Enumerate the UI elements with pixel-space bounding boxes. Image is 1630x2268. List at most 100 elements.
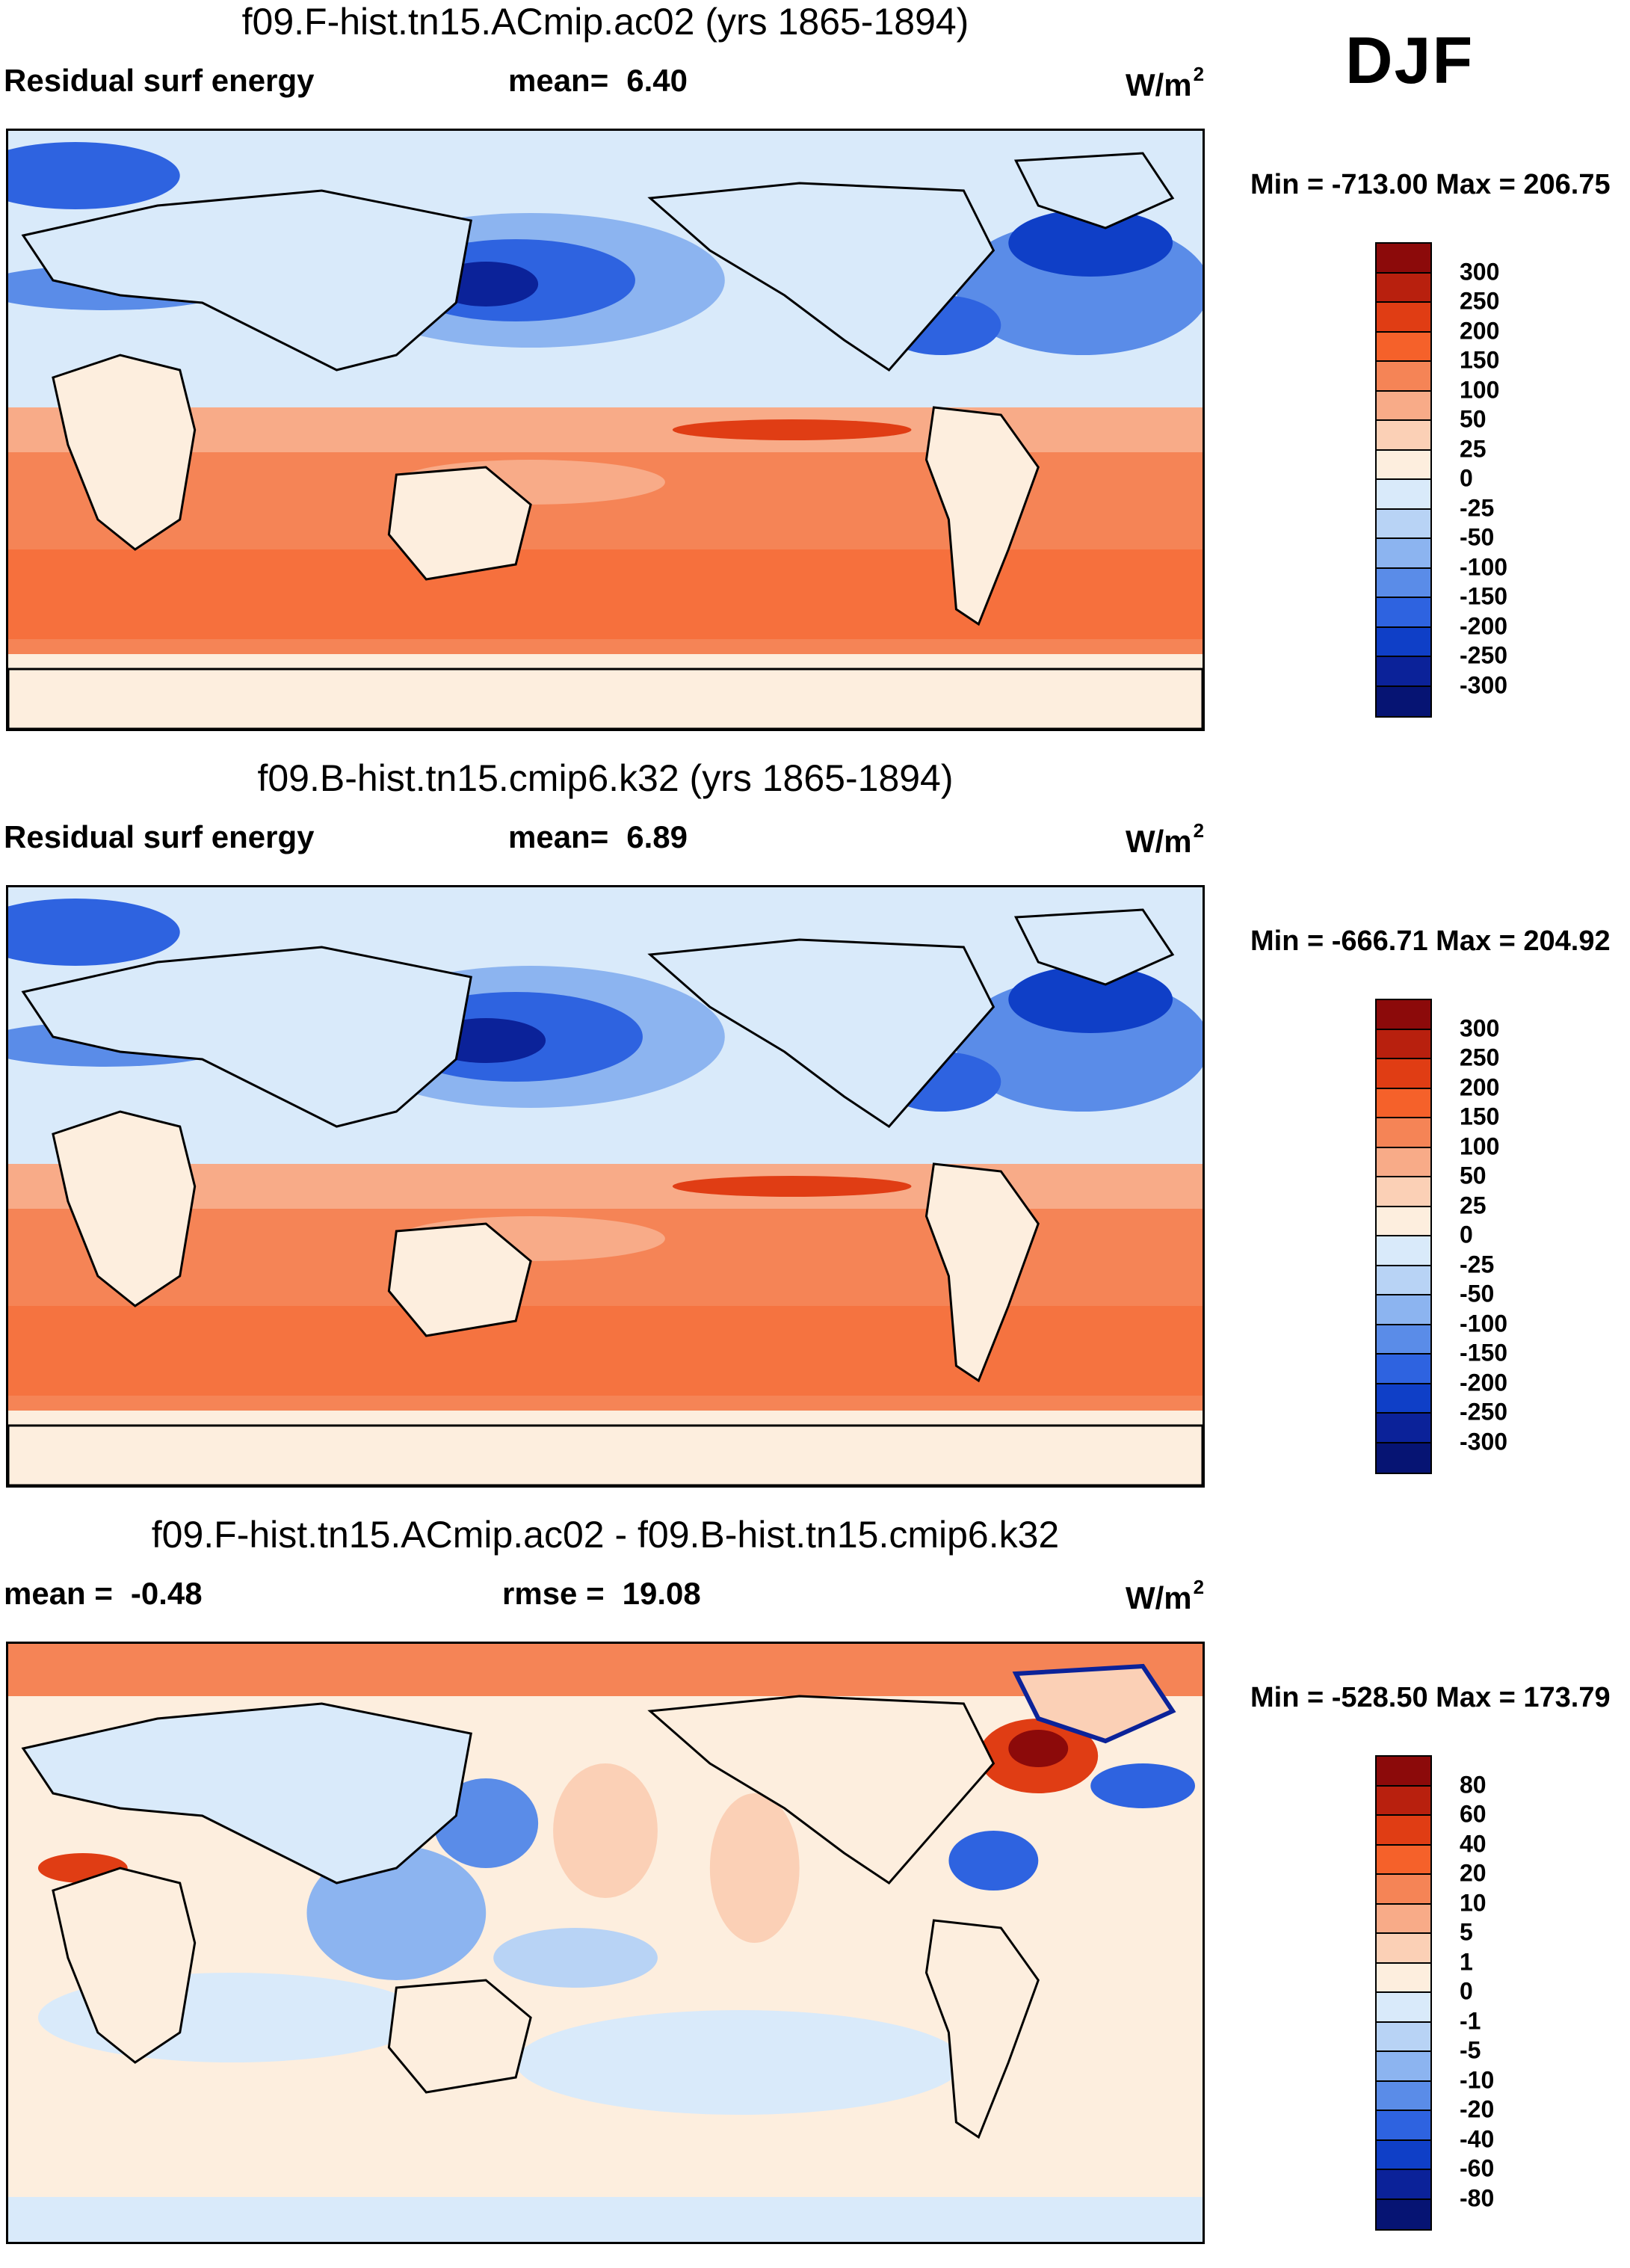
greenland-outline: [1013, 908, 1175, 986]
colorbar-tick-label: -5: [1460, 2036, 1481, 2064]
colorbar-labels: 80 60 40 20 10 5 1 0 -1 -5 -10 -20 -40 -60 -80: [1460, 1755, 1609, 2228]
rmse-label: rmse =: [502, 1576, 605, 1611]
colorbar-swatch: [1377, 1355, 1430, 1384]
colorbar: [1375, 242, 1432, 718]
colorbar-swatch: [1377, 1875, 1430, 1905]
colorbar-swatch: [1377, 2170, 1430, 2200]
min-max-readout: Min = -713.00 Max = 206.75: [1250, 169, 1611, 200]
colorbar-tick-label: 0: [1460, 1221, 1473, 1248]
colorbar-tick-label: -50: [1460, 523, 1495, 551]
mean-value: 6.89: [626, 819, 688, 854]
panel-model-2: f09.B-hist.tn15.cmip6.k32 (yrs 1865-1894…: [0, 756, 1630, 1512]
colorbar-swatch: [1377, 391, 1430, 421]
mean-label: mean =: [4, 1576, 113, 1611]
colorbar-tick-label: 300: [1460, 1014, 1500, 1041]
mean-label: mean=: [508, 63, 609, 98]
world-map: [6, 129, 1205, 731]
colorbar-swatch: [1377, 1414, 1430, 1443]
antarctica-outline: [8, 668, 1203, 729]
colorbar-tick-label: 25: [1460, 1192, 1487, 1218]
colorbar-swatch: [1377, 1118, 1430, 1148]
rmse-value: 19.08: [622, 1576, 701, 1611]
colorbar-swatch: [1377, 1443, 1430, 1473]
colorbar-tick-label: 50: [1460, 1162, 1487, 1189]
colorbar-swatch: [1377, 480, 1430, 510]
colorbar-tick-label: 150: [1460, 346, 1500, 374]
colorbar-tick-label: -250: [1460, 1398, 1508, 1426]
greenland-outline: [1012, 1663, 1176, 1744]
colorbar-swatch: [1377, 1904, 1430, 1934]
africa-outline: [52, 354, 197, 551]
units-exponent: 2: [1193, 1576, 1205, 1598]
colorbar-tick-label: 250: [1460, 1044, 1500, 1071]
colorbar-swatch: [1377, 568, 1430, 598]
colorbar-tick-label: -20: [1460, 2095, 1495, 2123]
colorbar-swatch: [1377, 421, 1430, 451]
colorbar-tick-label: 60: [1460, 1800, 1487, 1828]
mean-label: mean=: [508, 819, 609, 854]
colorbar-swatch: [1377, 1786, 1430, 1816]
units-text: W/m: [1126, 1580, 1192, 1615]
north-america-outline: [647, 938, 995, 1128]
colorbar-swatch: [1377, 1295, 1430, 1325]
colorbar-swatch: [1377, 2081, 1430, 2111]
colorbar-swatch: [1377, 1147, 1430, 1177]
map-field: [8, 131, 1203, 729]
colorbar-tick-label: -1: [1460, 2007, 1481, 2034]
north-america-outline: [647, 1695, 995, 1885]
colorbar-tick-label: 250: [1460, 287, 1500, 315]
colorbar-swatch: [1377, 2052, 1430, 2082]
map-field: [8, 1644, 1203, 2242]
colorbar-tick-label: -100: [1460, 1310, 1508, 1337]
colorbar-swatch: [1377, 1029, 1430, 1059]
colorbar: [1375, 999, 1432, 1474]
colorbar-labels: 300 250 200 150 100 50 25 0 -25 -50 -100 -150 -200 -2…: [1460, 242, 1609, 715]
colorbar-swatch: [1377, 1059, 1430, 1089]
colorbar-tick-label: -200: [1460, 1369, 1508, 1396]
eurasia-outline: [21, 1702, 472, 1885]
colorbar-swatch: [1377, 1816, 1430, 1846]
colorbar-swatch: [1377, 1207, 1430, 1236]
colorbar-swatch: [1377, 1934, 1430, 1964]
colorbar-labels: 300 250 200 150 100 50 25 0 -25 -50 -100 -150 -200 -2…: [1460, 999, 1609, 1471]
colorbar-tick-label: -60: [1460, 2154, 1495, 2182]
colorbar-swatch: [1377, 1000, 1430, 1030]
units-exponent: 2: [1193, 819, 1205, 842]
variable-label: Residual surf energy: [4, 819, 315, 854]
colorbar-swatch: [1377, 1177, 1430, 1207]
units-text: W/m: [1126, 67, 1192, 102]
eurasia-outline: [21, 189, 472, 372]
colorbar-swatch: [1377, 1088, 1430, 1118]
colorbar-swatch: [1377, 2199, 1430, 2229]
mean-stat: mean = -0.48: [4, 1576, 203, 1612]
colorbar-tick-label: 50: [1460, 405, 1487, 433]
panel-title: f09.F-hist.tn15.ACmip.ac02 (yrs 1865-189…: [241, 1, 969, 43]
africa-outline: [52, 1110, 197, 1307]
south-america-outline: [924, 406, 1040, 626]
colorbar-swatch: [1377, 2140, 1430, 2170]
colorbar-tick-label: 20: [1460, 1859, 1487, 1887]
south-america-outline: [924, 1919, 1040, 2139]
antarctica-outline: [8, 1424, 1203, 1485]
colorbar-tick-label: -150: [1460, 1339, 1508, 1366]
season-label: DJF: [1345, 23, 1475, 97]
colorbar-tick-label: 100: [1460, 1133, 1500, 1159]
colorbar-tick-label: -250: [1460, 641, 1508, 669]
colorbar-tick-label: -25: [1460, 494, 1495, 521]
australia-outline: [387, 1979, 532, 2094]
panel-difference: f09.F-hist.tn15.ACmip.ac02 - f09.B-hist.…: [0, 1513, 1630, 2268]
colorbar-swatch: [1377, 686, 1430, 716]
colorbar-tick-label: 80: [1460, 1771, 1487, 1798]
units-label: W/m2: [1126, 819, 1204, 860]
colorbar-tick-label: -50: [1460, 1280, 1495, 1307]
colorbar-swatch: [1377, 1325, 1430, 1355]
colorbar-swatch: [1377, 332, 1430, 362]
rmse-stat: rmse = 19.08: [502, 1576, 701, 1612]
colorbar-swatch: [1377, 450, 1430, 480]
colorbar-tick-label: 25: [1460, 435, 1487, 462]
mean-value: -0.48: [130, 1576, 203, 1611]
colorbar-tick-label: -200: [1460, 612, 1508, 639]
australia-outline: [387, 466, 532, 581]
south-america-outline: [924, 1162, 1040, 1383]
units-label: W/m2: [1126, 63, 1204, 103]
